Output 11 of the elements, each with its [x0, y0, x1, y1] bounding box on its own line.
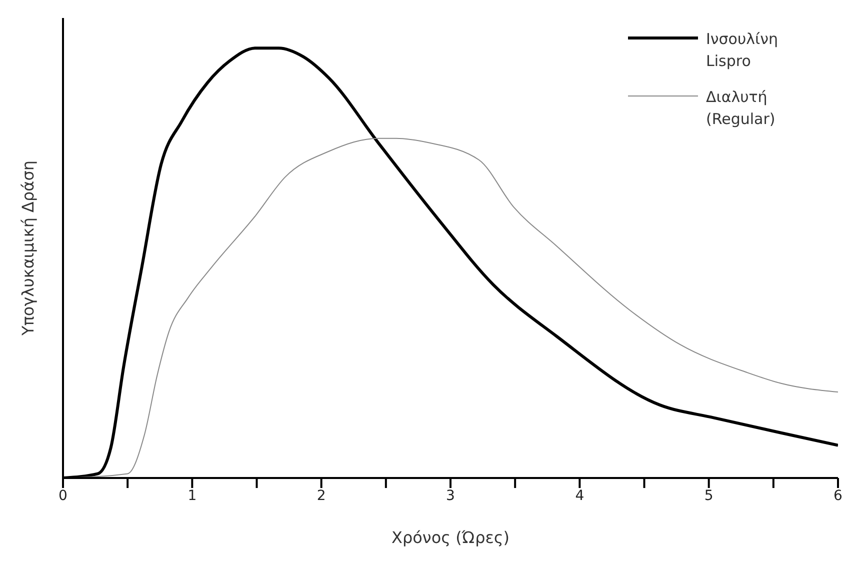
x-axis-title: Χρόνος (Ώρες): [392, 528, 510, 547]
x-tick-label: 1: [188, 488, 197, 504]
x-tick-label: 5: [704, 488, 714, 504]
legend-label: Ινσουλίνη Lispro: [706, 29, 780, 72]
x-tick-label: 4: [575, 488, 584, 504]
y-axis-title: Υπογλυκαιμική Δράση: [18, 160, 38, 336]
x-tick-label: 6: [834, 488, 843, 504]
x-tick-label: 3: [446, 488, 455, 504]
legend-label: Διαλυτή (Regular): [706, 87, 776, 130]
x-tick-label: 0: [58, 488, 68, 504]
x-tick-label: 2: [316, 488, 326, 504]
